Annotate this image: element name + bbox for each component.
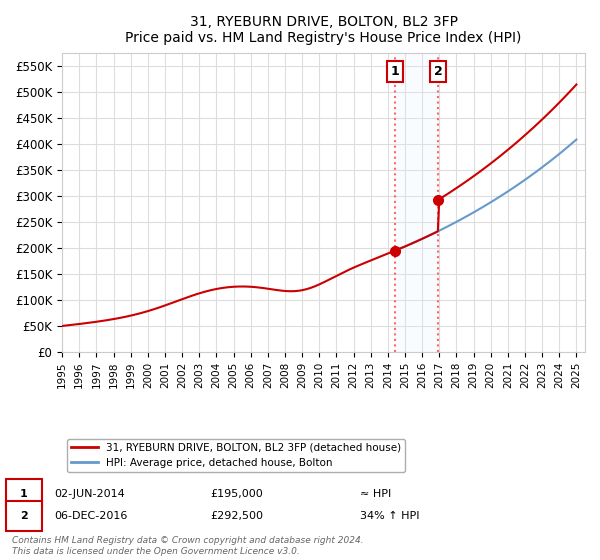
Text: 1: 1 (20, 489, 28, 499)
Text: ≈ HPI: ≈ HPI (360, 489, 391, 499)
Text: £292,500: £292,500 (210, 511, 263, 521)
Text: 2: 2 (434, 65, 442, 78)
Text: Contains HM Land Registry data © Crown copyright and database right 2024.
This d: Contains HM Land Registry data © Crown c… (12, 536, 364, 556)
FancyBboxPatch shape (6, 501, 42, 531)
FancyBboxPatch shape (6, 479, 42, 508)
Text: 34% ↑ HPI: 34% ↑ HPI (360, 511, 419, 521)
Text: 1: 1 (391, 65, 400, 78)
Bar (395, 53, 438, 352)
Text: 2: 2 (20, 511, 28, 521)
Text: 02-JUN-2014: 02-JUN-2014 (54, 489, 125, 499)
Legend: 31, RYEBURN DRIVE, BOLTON, BL2 3FP (detached house), HPI: Average price, detache: 31, RYEBURN DRIVE, BOLTON, BL2 3FP (deta… (67, 438, 405, 472)
Title: 31, RYEBURN DRIVE, BOLTON, BL2 3FP
Price paid vs. HM Land Registry's House Price: 31, RYEBURN DRIVE, BOLTON, BL2 3FP Price… (125, 15, 522, 45)
Text: £195,000: £195,000 (210, 489, 263, 499)
Text: 06-DEC-2016: 06-DEC-2016 (54, 511, 127, 521)
